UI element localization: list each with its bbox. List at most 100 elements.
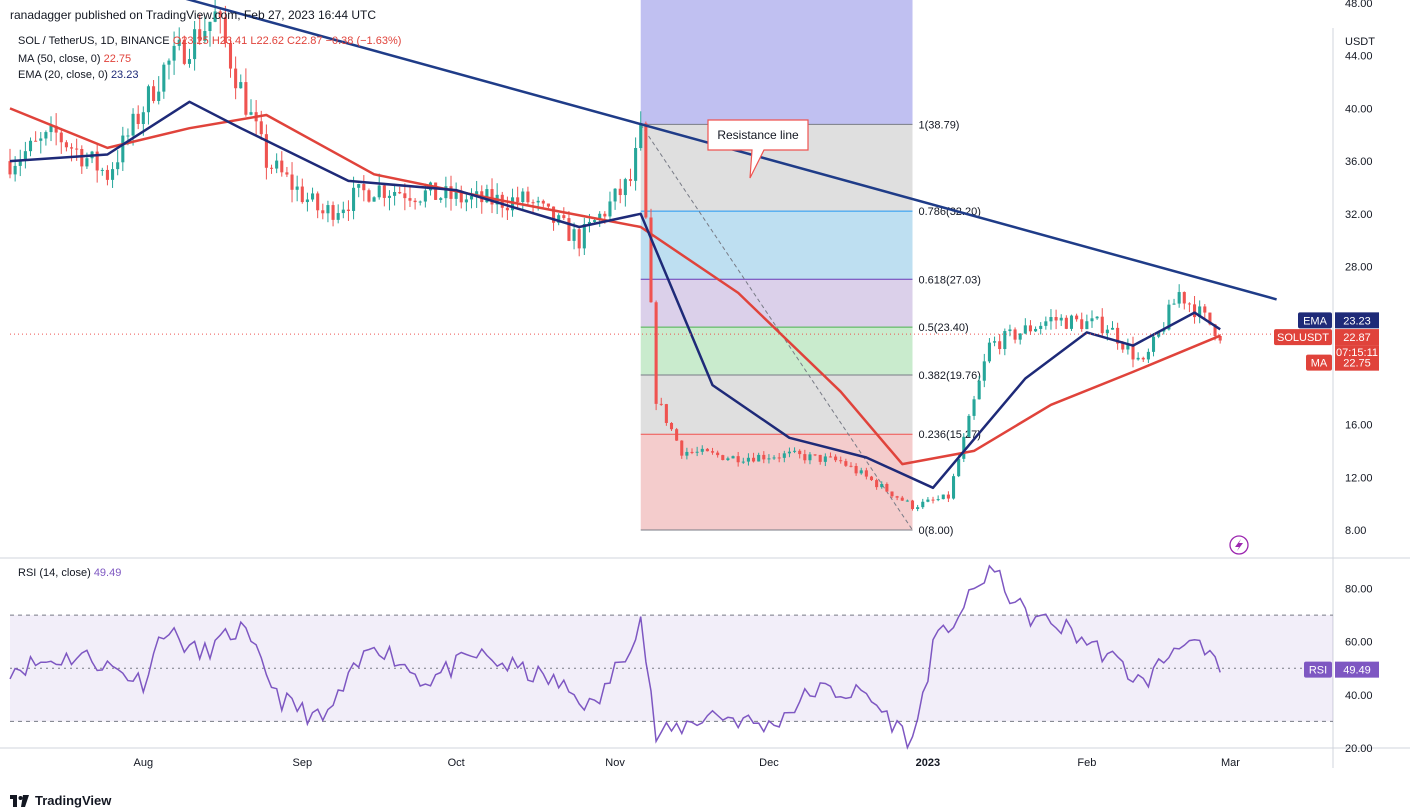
candle-body: [731, 456, 735, 459]
rsi-tag-value-box: [1335, 661, 1379, 678]
time-tick-label: Feb: [1077, 757, 1096, 769]
candle-body: [341, 209, 345, 214]
candle-body: [177, 39, 181, 46]
candle-body: [485, 189, 489, 203]
candle-body: [895, 496, 899, 498]
candle-body: [993, 341, 997, 343]
candle-body: [1141, 357, 1145, 360]
candle-body: [54, 125, 58, 133]
candle-body: [346, 209, 350, 211]
candle-body: [854, 465, 858, 474]
candle-body: [1182, 292, 1186, 304]
candle-body: [305, 199, 309, 203]
candle-body: [844, 461, 848, 466]
candle-body: [439, 198, 443, 200]
time-tick-label: Aug: [134, 757, 154, 769]
candle-body: [746, 457, 750, 462]
candle-body: [85, 158, 89, 167]
candle-body: [957, 458, 961, 477]
candle-body: [372, 197, 376, 202]
candle-body: [946, 494, 950, 499]
candle-body: [669, 422, 674, 430]
candle-body: [623, 179, 627, 196]
candle-body: [813, 454, 817, 456]
price-tick-label: 44.00: [1345, 51, 1373, 63]
candlestick-series: [8, 0, 1222, 512]
candle-body: [546, 203, 550, 207]
candle-body: [23, 151, 27, 160]
rsi-tag-name-box: [1304, 661, 1332, 678]
candle-body: [1121, 343, 1125, 350]
candle-body: [13, 165, 17, 175]
candle-body: [941, 494, 945, 500]
candle-body: [377, 185, 381, 198]
candle-body: [1054, 317, 1058, 321]
candle-body: [598, 213, 602, 221]
candle-body: [413, 200, 417, 203]
candle-body: [285, 172, 289, 175]
candle-body: [608, 201, 612, 217]
candle-body: [69, 147, 74, 149]
candle-body: [982, 361, 986, 381]
candle-body: [741, 461, 745, 463]
candle-body: [577, 229, 581, 249]
countdown-box: [1335, 345, 1379, 360]
price-tag-value-box: [1335, 312, 1379, 329]
candle-body: [1105, 329, 1109, 334]
candle-body: [1116, 327, 1120, 344]
candle-body: [521, 191, 525, 203]
candle-body: [434, 182, 438, 200]
time-tick-label: Sep: [293, 757, 313, 769]
candle-body: [295, 186, 299, 190]
candle-body: [141, 112, 145, 125]
candle-body: [449, 186, 453, 199]
lightning-bolt: [1235, 539, 1243, 551]
candle-body: [890, 491, 894, 497]
candle-body: [916, 507, 920, 510]
candle-body: [864, 470, 868, 477]
candle-body: [259, 121, 263, 135]
candle-body: [1100, 316, 1104, 334]
price-tick-label: 36.00: [1345, 156, 1373, 168]
candle-body: [362, 184, 366, 191]
candle-body: [808, 454, 812, 461]
candle-body: [716, 452, 720, 456]
candle-body: [798, 450, 802, 455]
candle-body: [331, 205, 335, 220]
candle-body: [244, 82, 248, 115]
candle-body: [111, 169, 115, 180]
legend-ma-label: MA (50, close, 0): [18, 53, 101, 65]
candle-body: [193, 29, 197, 60]
candle-body: [828, 456, 833, 458]
legend-symbol-row: SOL / TetherUS, 1D, BINANCE O23.25 H23.4…: [18, 35, 401, 47]
candle-body: [557, 215, 561, 223]
candle-body: [403, 193, 407, 199]
candle-body: [387, 195, 392, 198]
candle-body: [869, 476, 874, 481]
candle-body: [1208, 312, 1212, 325]
candle-body: [1213, 324, 1217, 336]
price-tick-label: 40.00: [1345, 103, 1373, 115]
candle-body: [162, 64, 166, 92]
fib-zone: [640, 375, 913, 435]
legend-ema-label: EMA (20, close, 0): [18, 69, 108, 81]
fib-level-label: 0.236(15.27): [919, 429, 981, 441]
candle-body: [408, 198, 412, 201]
candle-body: [239, 82, 243, 89]
candle-body: [475, 191, 479, 196]
tradingview-logo-icon: [10, 794, 30, 807]
candle-body: [793, 450, 797, 452]
candle-body: [95, 151, 99, 171]
candle-body: [987, 342, 991, 362]
indicator-lines: [9, 0, 1333, 490]
candle-body: [572, 229, 576, 241]
legend-ma-value: 22.75: [103, 53, 132, 65]
candle-body: [167, 60, 171, 65]
price-tick-label: 16.00: [1345, 420, 1373, 432]
candle-body: [126, 135, 130, 137]
candle-body: [777, 457, 781, 459]
candle-body: [721, 455, 725, 461]
fib-zone: [640, 211, 913, 280]
time-tick-label: Oct: [448, 757, 465, 769]
candle-body: [710, 451, 715, 453]
